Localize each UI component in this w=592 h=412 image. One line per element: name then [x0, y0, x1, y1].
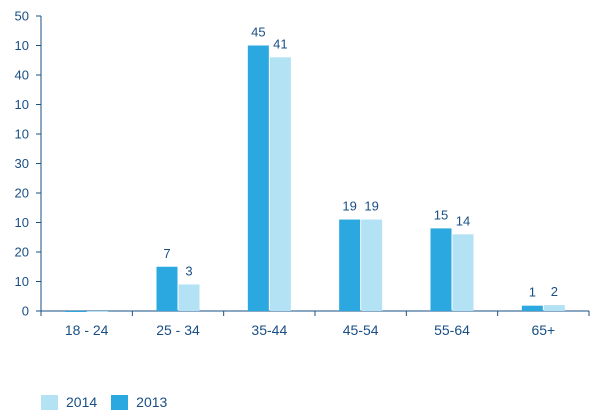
data-label-2014: 14	[456, 213, 470, 228]
y-tick-label: 10	[15, 38, 29, 53]
data-label-2014: 3	[185, 263, 192, 278]
x-tick-label: 55-64	[434, 322, 470, 338]
y-tick-label: 20	[15, 186, 29, 201]
bar-2013	[65, 311, 87, 312]
bar-2014	[361, 219, 383, 311]
bar-2014	[452, 234, 474, 311]
data-label-2014: 2	[551, 284, 558, 299]
data-label-2013: 19	[342, 199, 356, 214]
legend-label-2013: 2013	[136, 394, 168, 410]
y-tick-label: 10	[15, 215, 29, 230]
x-tick-label: 65+	[531, 322, 555, 338]
data-label-2013: 45	[251, 25, 265, 40]
y-tick-label: 10	[15, 97, 29, 112]
y-tick-label: 10	[15, 274, 29, 289]
x-tick-label: 25 - 34	[156, 322, 200, 338]
y-tick-label: 10	[15, 127, 29, 142]
data-label-2013: 15	[434, 207, 448, 222]
bar-2013	[521, 305, 543, 311]
x-tick-label: 35-44	[251, 322, 287, 338]
y-axis: 0 10 20 10 20 30 10 10 40 10 50	[15, 9, 42, 319]
bar-2014	[178, 284, 200, 311]
y-tick-label: 50	[15, 9, 29, 24]
y-tick-label: 20	[15, 245, 29, 260]
legend: 2014 2013	[41, 394, 181, 410]
data-labels: 73 45 41 19 19 15 14 1 2	[163, 25, 558, 300]
y-tick-label: 40	[15, 68, 29, 83]
data-label-2014: 19	[364, 199, 378, 214]
x-axis: 18 - 24 25 - 34 35-44 45-54 55-64 65+	[40, 310, 590, 338]
bar-2013	[247, 45, 269, 311]
bar-2014	[543, 305, 565, 311]
legend-swatch-2013	[111, 394, 129, 410]
legend-swatch-2014	[41, 394, 58, 410]
legend-item-2013: 2013	[111, 394, 167, 410]
bar-2013	[156, 266, 178, 311]
bar-2013	[430, 228, 452, 311]
data-label-2013: 1	[529, 285, 536, 300]
bar-2014	[87, 311, 109, 312]
y-tick-label: 30	[15, 156, 29, 171]
bar-2014	[269, 57, 291, 311]
y-tick-label: 0	[22, 304, 29, 319]
data-label-2014: 41	[273, 36, 287, 51]
x-tick-label: 18 - 24	[65, 322, 109, 338]
x-tick-label: 45-54	[343, 322, 379, 338]
data-label-2013: 7	[163, 246, 170, 261]
legend-item-2014: 2014	[41, 394, 97, 410]
bar-2013	[339, 219, 361, 311]
bars	[65, 45, 565, 312]
legend-label-2014: 2014	[66, 394, 98, 410]
